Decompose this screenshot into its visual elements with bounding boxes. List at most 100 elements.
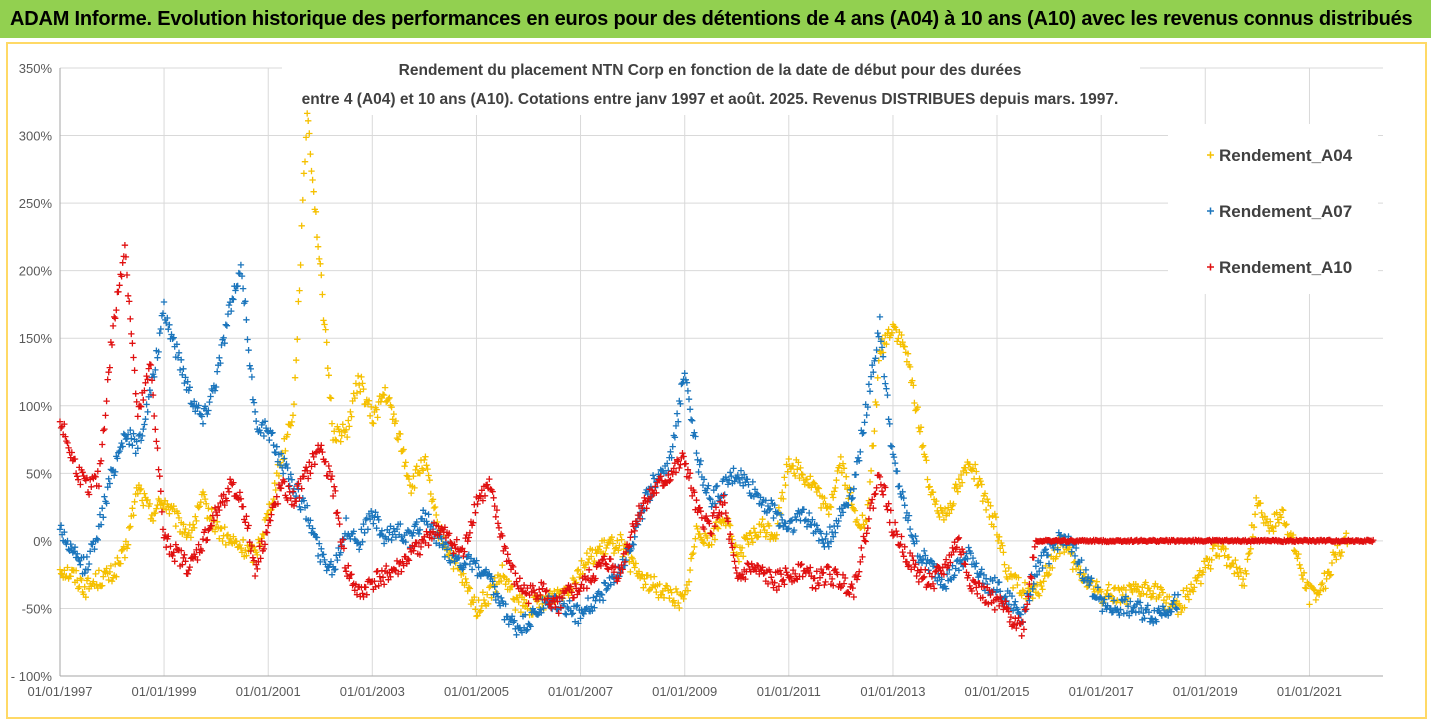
marker-rendement-a04	[403, 472, 410, 479]
marker-rendement-a10	[799, 573, 806, 580]
marker-rendement-a10	[106, 364, 113, 371]
marker-rendement-a10	[514, 582, 521, 590]
marker-rendement-a04	[476, 608, 483, 616]
marker-rendement-a07	[380, 540, 388, 547]
marker-rendement-a04	[933, 497, 940, 505]
marker-rendement-a07	[325, 564, 332, 571]
marker-rendement-a07	[1135, 608, 1143, 615]
marker-rendement-a07	[159, 310, 167, 317]
marker-rendement-a10	[876, 473, 884, 481]
marker-rendement-a07	[696, 461, 703, 468]
marker-rendement-a10	[684, 466, 692, 473]
marker-rendement-a04	[236, 541, 244, 549]
marker-rendement-a04	[230, 533, 237, 540]
marker-rendement-a04	[1105, 581, 1112, 588]
marker-rendement-a10	[484, 481, 491, 488]
marker-rendement-a07	[170, 334, 177, 341]
x-tick-label: 01/01/1997	[27, 684, 92, 699]
marker-rendement-a07	[881, 373, 888, 380]
marker-rendement-a07	[132, 450, 139, 457]
marker-rendement-a10	[186, 563, 193, 571]
marker-rendement-a04	[685, 578, 693, 585]
marker-rendement-a04	[823, 505, 830, 512]
marker-rendement-a04	[1002, 568, 1009, 575]
marker-rendement-a10	[602, 560, 609, 567]
marker-rendement-a07	[899, 488, 906, 495]
x-tick-label: 01/01/1999	[132, 684, 197, 699]
marker-rendement-a10	[348, 571, 355, 578]
marker-rendement-a07	[686, 406, 694, 413]
marker-rendement-a07	[830, 533, 837, 540]
marker-rendement-a10	[256, 543, 263, 550]
marker-rendement-a07	[370, 520, 377, 527]
marker-rendement-a04	[839, 460, 847, 467]
marker-rendement-a04	[471, 593, 478, 601]
marker-rendement-a07	[234, 282, 241, 290]
marker-rendement-a10	[691, 489, 698, 496]
marker-rendement-a10	[652, 483, 659, 490]
marker-rendement-a07	[523, 627, 530, 634]
marker-rendement-a10	[311, 461, 318, 468]
marker-rendement-a10	[151, 412, 158, 420]
marker-rendement-a07	[413, 518, 420, 526]
marker-rendement-a07	[375, 516, 382, 524]
marker-rendement-a04	[1148, 593, 1156, 600]
marker-rendement-a04	[689, 551, 696, 558]
marker-rendement-a07	[198, 413, 206, 420]
marker-rendement-a04	[982, 506, 990, 514]
marker-rendement-a04	[242, 547, 249, 554]
marker-rendement-a04	[1272, 522, 1279, 530]
marker-rendement-a07	[800, 506, 807, 513]
marker-rendement-a07	[1099, 608, 1106, 615]
marker-rendement-a07	[730, 465, 737, 472]
marker-rendement-a04	[189, 521, 197, 528]
marker-rendement-a04	[219, 537, 226, 545]
marker-rendement-a07	[538, 609, 545, 616]
marker-rendement-a07	[248, 373, 256, 381]
marker-rendement-a10	[710, 509, 717, 516]
marker-rendement-a10	[638, 509, 645, 517]
marker-rendement-a10	[891, 519, 899, 526]
marker-rendement-a10	[708, 530, 715, 538]
marker-rendement-a07	[819, 536, 826, 543]
marker-rendement-a04	[233, 538, 240, 545]
marker-rendement-a04	[377, 398, 384, 405]
marker-rendement-a10	[558, 594, 566, 602]
marker-rendement-a04	[759, 516, 766, 523]
marker-rendement-a10	[184, 570, 191, 577]
marker-rendement-a07	[869, 362, 876, 369]
marker-rendement-a04	[1156, 591, 1163, 599]
marker-rendement-a04	[648, 584, 656, 591]
marker-rendement-a07	[373, 525, 380, 532]
marker-rendement-a07	[157, 325, 164, 333]
marker-rendement-a10	[578, 581, 585, 588]
marker-rendement-a10	[142, 379, 149, 386]
marker-rendement-a04	[129, 505, 136, 512]
marker-rendement-a07	[1165, 612, 1172, 619]
marker-rendement-a10	[97, 457, 105, 464]
marker-rendement-a04	[1244, 556, 1251, 563]
marker-rendement-a10	[872, 490, 879, 497]
marker-rendement-a04	[1183, 585, 1190, 592]
marker-rendement-a07	[864, 403, 871, 411]
marker-rendement-a07	[879, 353, 887, 360]
marker-rendement-a07	[141, 421, 148, 428]
marker-rendement-a07	[189, 403, 197, 410]
marker-rendement-a04	[807, 473, 814, 480]
marker-rendement-a04	[1196, 567, 1203, 574]
marker-rendement-a10	[494, 520, 502, 527]
marker-rendement-a04	[338, 432, 345, 439]
marker-rendement-a07	[199, 420, 207, 427]
marker-rendement-a04	[295, 298, 302, 305]
marker-rendement-a10	[148, 377, 156, 384]
marker-rendement-a07	[894, 468, 901, 475]
marker-rendement-a04	[345, 417, 352, 424]
marker-rendement-a07	[607, 581, 614, 588]
marker-rendement-a04	[290, 401, 298, 408]
marker-rendement-a07	[70, 548, 78, 555]
marker-rendement-a07	[489, 578, 496, 585]
marker-rendement-a10	[622, 548, 630, 556]
marker-rendement-a10	[415, 539, 423, 547]
marker-rendement-a07	[96, 511, 104, 518]
marker-rendement-a07	[71, 544, 79, 551]
